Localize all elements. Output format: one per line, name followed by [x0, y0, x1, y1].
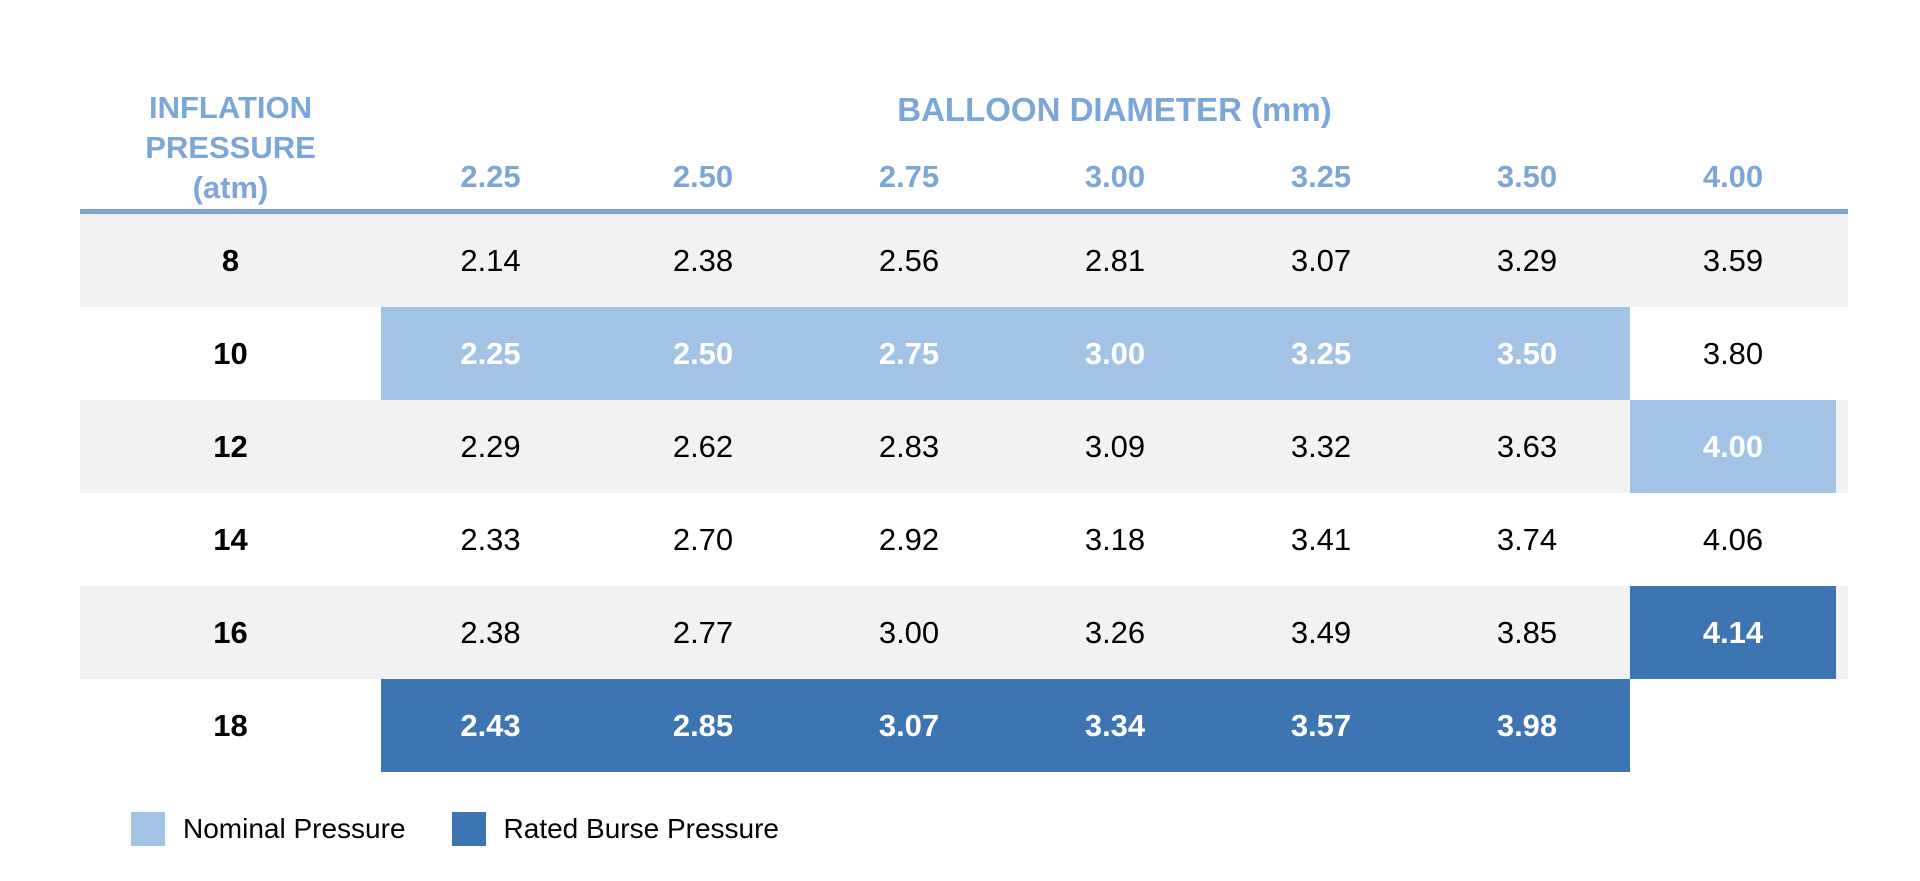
- table-cell: 3.26: [1084, 614, 1146, 650]
- table-cell: 3.29: [1496, 242, 1558, 278]
- column-header: 2.75: [878, 159, 940, 194]
- legend-label: Rated Burse Pressure: [503, 813, 779, 844]
- table-cell: 3.34: [1012, 679, 1218, 772]
- legend-label: Nominal Pressure: [183, 813, 406, 844]
- column-header: 2.50: [672, 159, 734, 194]
- column-header: 3.50: [1496, 159, 1558, 194]
- table-cell: 2.43: [381, 679, 600, 772]
- table-cell: 2.85: [600, 679, 806, 772]
- legend-swatch: [451, 812, 486, 846]
- table-cell: 2.81: [1084, 242, 1146, 278]
- row-pressure-label: 8: [221, 242, 240, 278]
- table-cell: 2.70: [672, 521, 734, 557]
- column-header: 2.25: [460, 159, 521, 194]
- table-row: 16 2.38 2.77 3.00 3.26 3.49 3.85 4.14: [80, 586, 1848, 679]
- table-cell: [1630, 679, 1836, 772]
- table-cell: 3.18: [1084, 521, 1146, 557]
- row-pressure-label: 14: [213, 521, 248, 557]
- table-cell: 2.62: [672, 428, 734, 464]
- table-row: 8 2.14 2.38 2.56 2.81 3.07 3.29 3.59: [80, 214, 1848, 307]
- table-cell: 3.80: [1702, 335, 1764, 371]
- table-cell: 3.49: [1290, 614, 1352, 650]
- row-pressure-label: 18: [213, 707, 248, 743]
- table-cell: 3.74: [1496, 521, 1558, 557]
- table-cell: 2.92: [878, 521, 940, 557]
- table-cell: 2.77: [672, 614, 734, 650]
- row-pressure-label: 16: [213, 614, 248, 650]
- table-cell: 3.63: [1496, 428, 1558, 464]
- row-header-title: INFLATION PRESSURE (atm): [80, 88, 381, 208]
- table-cell: 3.00: [878, 614, 940, 650]
- row-pressure-label: 10: [213, 335, 248, 371]
- table-row: 10 2.25 2.50 2.75 3.00 3.25 3.50 3.80: [80, 307, 1848, 400]
- table-cell: 4.14: [1630, 586, 1836, 679]
- table-cell: 2.50: [600, 307, 806, 400]
- column-group-title: BALLOON DIAMETER (mm): [897, 91, 1332, 128]
- table-cell: 3.32: [1290, 428, 1352, 464]
- table-cell: 2.29: [460, 428, 521, 464]
- table-cell: 3.85: [1496, 614, 1558, 650]
- column-header: 3.25: [1290, 159, 1352, 194]
- table-cell: 2.33: [460, 521, 521, 557]
- table-body: 8 2.14 2.38 2.56 2.81 3.07 3.29 3.59 10 2.25 2.50 2…: [80, 214, 1848, 772]
- column-header: 3.00: [1084, 159, 1146, 194]
- table-cell: 4.00: [1630, 400, 1836, 493]
- table-cell: 3.07: [1290, 242, 1352, 278]
- table-cell: 4.06: [1702, 521, 1764, 557]
- table-row: 14 2.33 2.70 2.92 3.18 3.41 3.74 4.06: [80, 493, 1848, 586]
- row-header-line-3: (atm): [192, 170, 269, 205]
- row-header-line-2: PRESSURE: [145, 130, 316, 165]
- table-cell: 3.00: [1012, 307, 1218, 400]
- table-row: 12 2.29 2.62 2.83 3.09 3.32 3.63 4.00: [80, 400, 1848, 493]
- legend-swatch: [131, 812, 165, 846]
- row-header-line-1: INFLATION: [148, 90, 312, 125]
- column-headers: 2.25 2.50 2.75 3.00 3.25 3.50 4.00: [381, 157, 1848, 197]
- table-cell: 3.41: [1290, 521, 1352, 557]
- header-divider: [80, 209, 1848, 214]
- column-header: 4.00: [1702, 159, 1764, 194]
- legend: Nominal Pressure Rated Burse Pressure: [131, 812, 825, 846]
- table-cell: 2.75: [806, 307, 1012, 400]
- table-cell: 2.25: [381, 307, 600, 400]
- table-cell: 3.25: [1218, 307, 1424, 400]
- table-cell: 3.09: [1084, 428, 1146, 464]
- table-cell: 3.07: [806, 679, 1012, 772]
- table-cell: 2.56: [878, 242, 940, 278]
- table-cell: 2.83: [878, 428, 940, 464]
- table-cell: 3.50: [1424, 307, 1630, 400]
- table-cell: 2.14: [460, 242, 521, 278]
- table-cell: 3.57: [1218, 679, 1424, 772]
- row-pressure-label: 12: [213, 428, 248, 464]
- table-cell: 2.38: [460, 614, 521, 650]
- table-cell: 3.98: [1424, 679, 1630, 772]
- legend-item: Rated Burse Pressure: [451, 812, 779, 846]
- table-cell: 3.59: [1702, 242, 1764, 278]
- table-cell: 2.38: [672, 242, 734, 278]
- table-row: 18 2.43 2.85 3.07 3.34 3.57 3.98: [80, 679, 1848, 772]
- legend-item: Nominal Pressure: [131, 812, 406, 846]
